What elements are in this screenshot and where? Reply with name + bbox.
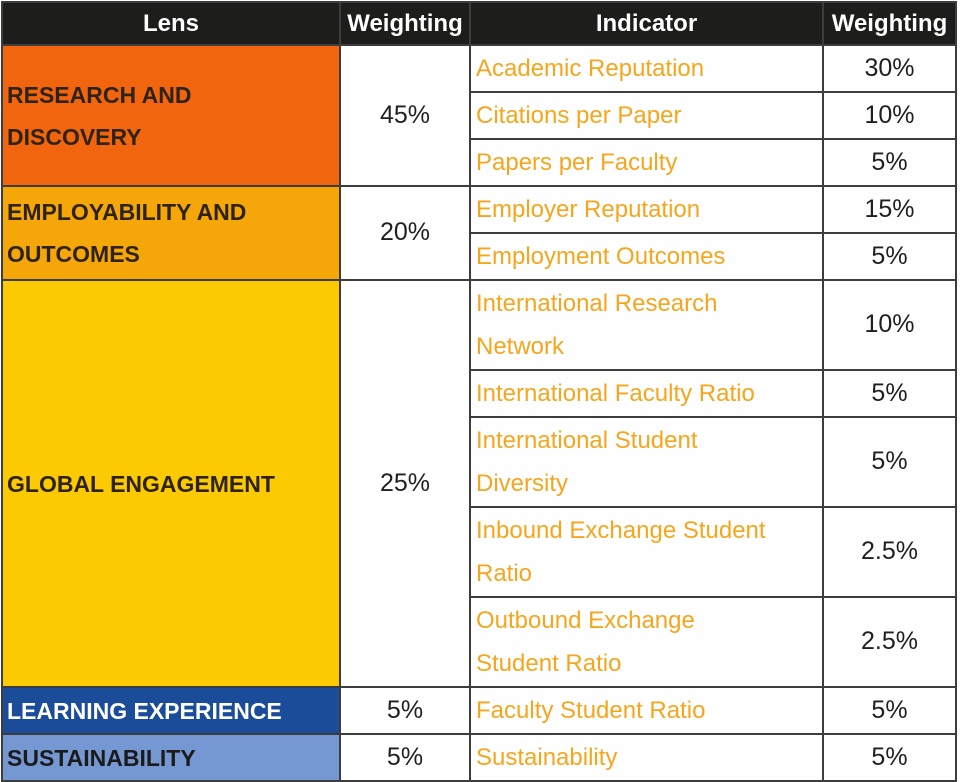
lens-cell-learning-experience: LEARNING EXPERIENCE — [1, 686, 341, 735]
lens-weighting-cell: 20% — [339, 185, 471, 281]
indicator-weighting-cell: 10% — [822, 91, 957, 140]
indicator-weighting-cell: 5% — [822, 232, 957, 281]
indicator-cell: Employer Reputation — [469, 185, 824, 234]
table-row: SUSTAINABILITY 5% Sustainability 5% — [1, 733, 957, 782]
column-header-indicator: Indicator — [469, 1, 824, 46]
indicator-weighting-cell: 5% — [822, 686, 957, 735]
column-header-indicator-weighting: Weighting — [822, 1, 957, 46]
indicator-cell: International Student Diversity — [469, 416, 824, 508]
indicator-cell: Academic Reputation — [469, 44, 824, 93]
column-header-lens: Lens — [1, 1, 341, 46]
table-row: International Faculty Ratio 5% — [2, 369, 957, 418]
indicator-weighting-cell: 15% — [822, 185, 957, 234]
table-row: International Student Diversity 5% — [2, 416, 957, 508]
table-row: RESEARCH AND DISCOVERY 45% Academic Repu… — [1, 44, 957, 187]
lens-cell-sustainability: SUSTAINABILITY — [1, 733, 341, 782]
lens-weighting-cell: 5% — [339, 686, 471, 735]
indicator-cell: Sustainability — [469, 733, 824, 782]
indicator-cell: Faculty Student Ratio — [469, 686, 824, 735]
table-row: Citations per Paper 10% — [2, 91, 957, 140]
table-row: Inbound Exchange Student Ratio 2.5% — [2, 506, 957, 598]
indicator-weighting-cell: 10% — [822, 279, 957, 371]
indicator-cell: Papers per Faculty — [469, 138, 824, 187]
table-row: Employment Outcomes 5% — [2, 232, 957, 281]
indicator-cell: Outbound Exchange Student Ratio — [469, 596, 824, 688]
indicator-weighting-cell: 2.5% — [822, 596, 957, 688]
lens-weighting-cell: 5% — [339, 733, 471, 782]
indicator-weighting-cell: 5% — [822, 369, 957, 418]
indicator-cell: Inbound Exchange Student Ratio — [469, 506, 824, 598]
indicator-weighting-cell: 5% — [822, 416, 957, 508]
indicator-cell: International Research Network — [469, 279, 824, 371]
indicator-weighting-cell: 5% — [822, 733, 957, 782]
table-row: Papers per Faculty 5% — [2, 138, 957, 187]
indicator-cell: Citations per Paper — [469, 91, 824, 140]
lens-weighting-cell: 25% — [339, 279, 471, 688]
table-row: EMPLOYABILITY AND OUTCOMES 20% Employer … — [1, 185, 957, 281]
table-row: GLOBAL ENGAGEMENT 25% International Rese… — [1, 279, 957, 688]
indicator-cell: International Faculty Ratio — [469, 369, 824, 418]
table-row: LEARNING EXPERIENCE 5% Faculty Student R… — [1, 686, 957, 735]
indicator-weighting-cell: 5% — [822, 138, 957, 187]
indicator-cell: Employment Outcomes — [469, 232, 824, 281]
indicator-weighting-cell: 2.5% — [822, 506, 957, 598]
lens-cell-global-engagement: GLOBAL ENGAGEMENT — [1, 279, 341, 688]
table-row: Outbound Exchange Student Ratio 2.5% — [2, 596, 957, 688]
lens-cell-employability-outcomes: EMPLOYABILITY AND OUTCOMES — [1, 185, 341, 281]
lens-weighting-cell: 45% — [339, 44, 471, 187]
header-row: Lens Weighting Indicator Weighting — [1, 1, 957, 46]
column-header-lens-weighting: Weighting — [339, 1, 471, 46]
lens-cell-research-discovery: RESEARCH AND DISCOVERY — [1, 44, 341, 187]
indicator-weighting-cell: 30% — [822, 44, 957, 93]
